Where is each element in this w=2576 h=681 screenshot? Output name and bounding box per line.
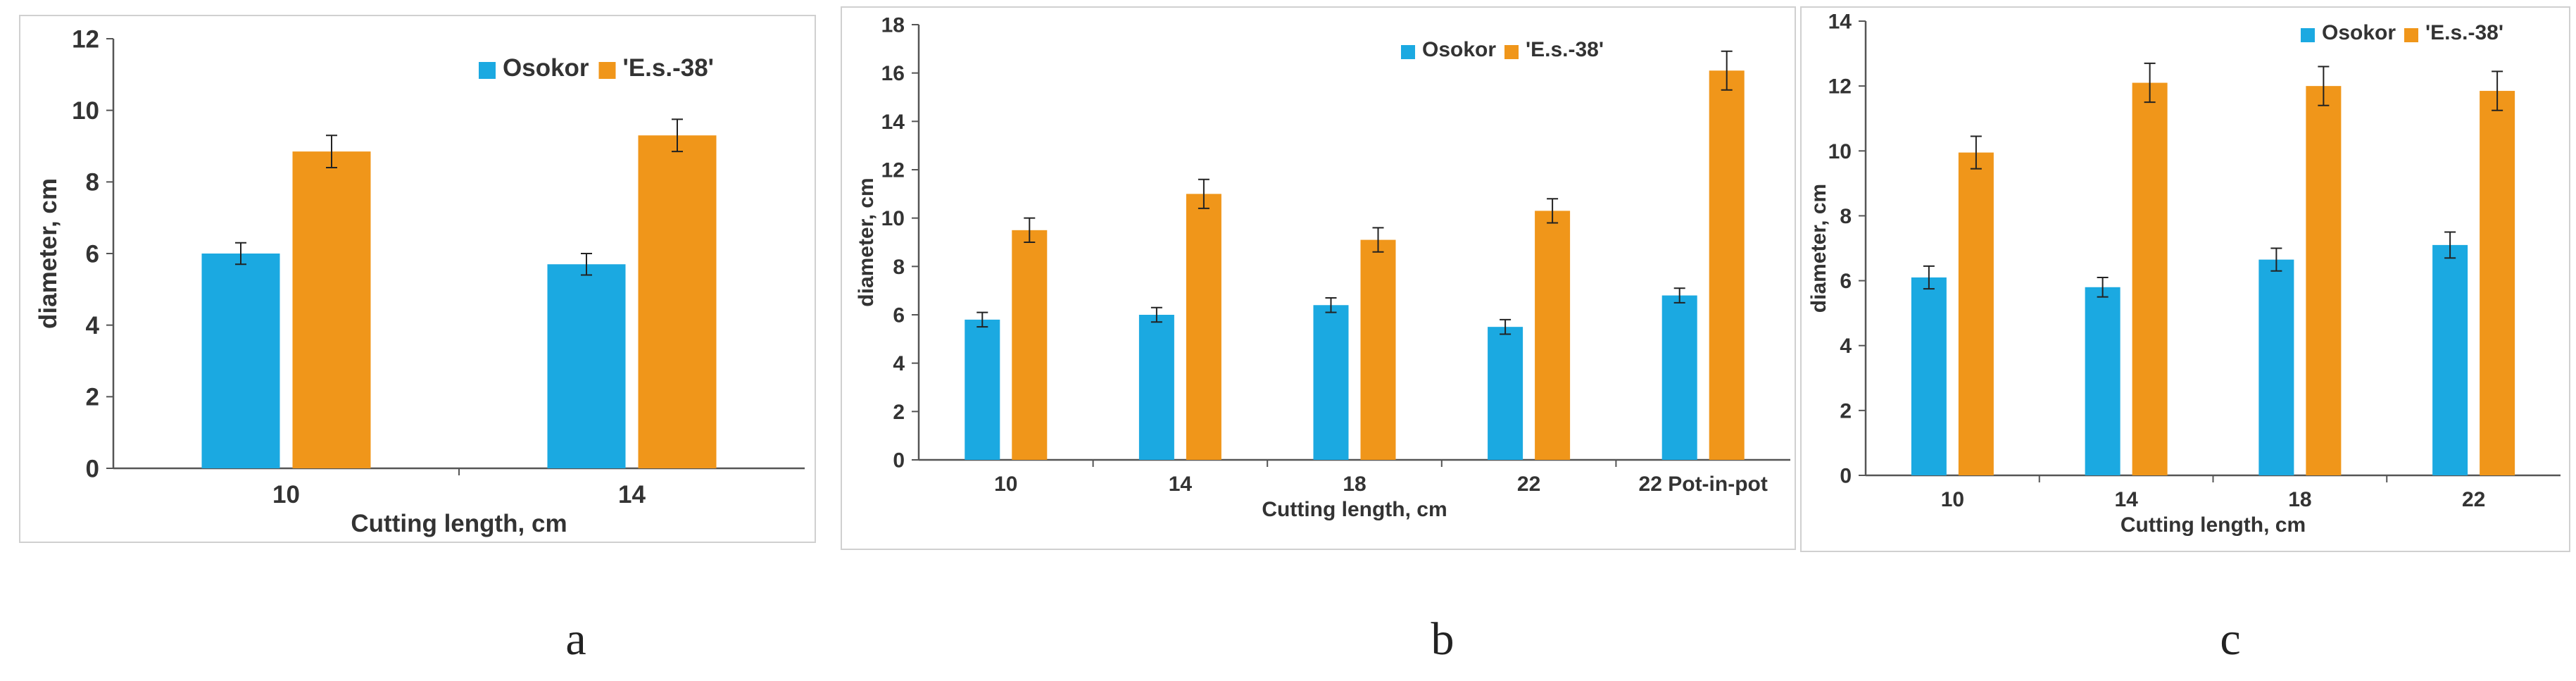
x-tick-label-a: 10 <box>272 481 300 508</box>
y-tick-label-b: 12 <box>881 159 905 182</box>
panel-caption-b: b <box>1431 613 1455 665</box>
bar-b-osokor <box>965 319 1000 460</box>
bar-b-osokor <box>1313 305 1349 460</box>
chart-frame-b <box>841 6 1796 550</box>
x-axis-label-a: Cutting length, cm <box>351 510 567 537</box>
y-tick-label-c: 12 <box>1828 75 1852 99</box>
legend-swatch-b-osokor <box>1401 45 1415 59</box>
x-tick-label-b: 22 Pot-in-pot <box>1639 473 1768 496</box>
y-tick-label-a: 4 <box>86 312 100 339</box>
x-tick-label-b: 14 <box>1169 473 1193 496</box>
x-tick-label-c: 14 <box>2114 488 2138 511</box>
bar-b-es38 <box>1709 70 1745 460</box>
y-tick-label-a: 12 <box>72 25 99 53</box>
y-tick-label-c: 8 <box>1840 205 1852 228</box>
legend-swatch-a-osokor <box>479 62 496 79</box>
legend-swatch-a-es38 <box>598 62 616 79</box>
x-tick-label-c: 10 <box>1941 488 1964 511</box>
legend-swatch-c-es38 <box>2404 28 2418 42</box>
y-tick-label-b: 6 <box>893 304 905 327</box>
bar-c-es38 <box>2132 82 2168 476</box>
bar-a-es38 <box>638 135 717 468</box>
legend-swatch-b-es38 <box>1504 45 1519 59</box>
x-axis-label-b: Cutting length, cm <box>1262 498 1447 521</box>
y-axis-label-b: diameter, cm <box>855 177 878 306</box>
y-tick-label-c: 0 <box>1840 465 1852 488</box>
legend-label-a-es38: 'E.s.-38' <box>623 54 715 82</box>
x-tick-label-b: 18 <box>1343 473 1366 496</box>
bar-b-osokor <box>1138 315 1174 460</box>
y-tick-label-b: 10 <box>881 207 905 230</box>
y-tick-label-b: 0 <box>893 449 905 473</box>
bar-b-es38 <box>1186 194 1221 460</box>
bar-b-osokor <box>1661 295 1697 460</box>
bar-a-osokor <box>547 264 626 468</box>
y-tick-label-c: 4 <box>1840 335 1852 358</box>
bar-a-es38 <box>292 151 371 468</box>
legend-label-c-osokor: Osokor <box>2322 21 2396 44</box>
y-tick-label-c: 10 <box>1828 140 1852 163</box>
x-axis-label-c: Cutting length, cm <box>2121 513 2306 537</box>
y-tick-label-b: 4 <box>893 352 905 375</box>
x-tick-label-c: 18 <box>2288 488 2311 511</box>
y-tick-label-b: 16 <box>881 62 905 85</box>
bar-b-es38 <box>1360 239 1396 460</box>
y-tick-label-b: 14 <box>881 111 905 134</box>
bar-b-osokor <box>1488 327 1523 460</box>
legend-label-b-osokor: Osokor <box>1422 38 1496 61</box>
y-tick-label-a: 2 <box>86 384 99 411</box>
y-tick-label-a: 0 <box>86 455 99 482</box>
y-tick-label-a: 8 <box>86 169 99 196</box>
panel-caption-a: a <box>565 613 586 665</box>
y-tick-label-b: 2 <box>893 401 905 424</box>
panel-caption-c: c <box>2220 613 2241 665</box>
bar-c-osokor <box>2432 244 2468 475</box>
y-tick-label-c: 14 <box>1828 11 1852 34</box>
bar-c-osokor <box>2258 259 2294 475</box>
y-tick-label-a: 10 <box>72 97 99 125</box>
x-tick-label-a: 14 <box>618 481 646 508</box>
x-tick-label-c: 22 <box>2462 488 2485 511</box>
bar-c-osokor <box>1911 277 1947 475</box>
x-tick-label-b: 22 <box>1517 473 1540 496</box>
legend-swatch-c-osokor <box>2301 28 2315 42</box>
y-axis-label-a: diameter, cm <box>34 178 62 329</box>
bar-c-osokor <box>2085 287 2121 475</box>
y-tick-label-a: 6 <box>86 240 99 268</box>
bar-c-es38 <box>2306 86 2342 475</box>
y-axis-label-c: diameter, cm <box>1807 184 1830 313</box>
y-tick-label-b: 8 <box>893 256 905 279</box>
y-tick-label-c: 2 <box>1840 399 1852 423</box>
bar-c-es38 <box>2480 91 2515 475</box>
x-tick-label-b: 10 <box>994 473 1017 496</box>
legend-label-c-es38: 'E.s.-38' <box>2425 21 2503 44</box>
bar-b-es38 <box>1535 211 1571 460</box>
legend-label-a-osokor: Osokor <box>503 54 589 82</box>
legend-label-b-es38: 'E.s.-38' <box>1526 38 1604 61</box>
y-tick-label-c: 6 <box>1840 270 1852 293</box>
bar-c-es38 <box>1958 152 1994 475</box>
bar-a-osokor <box>201 254 280 468</box>
bar-b-es38 <box>1012 230 1048 460</box>
y-tick-label-b: 18 <box>881 14 905 37</box>
